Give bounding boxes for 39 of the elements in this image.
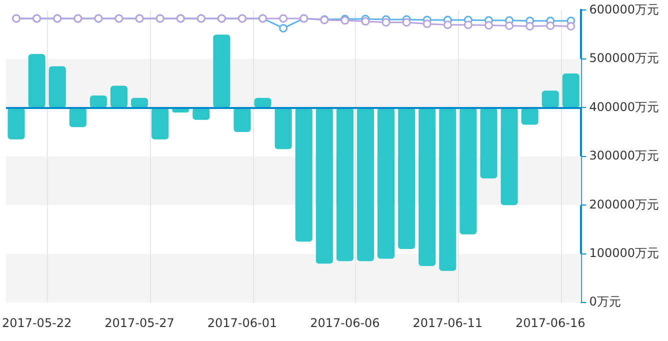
- y2-tick-label: 100000万元: [589, 246, 660, 260]
- bar: [90, 95, 107, 108]
- bar: [234, 108, 251, 132]
- bar: [480, 108, 498, 178]
- y2-tick-label: 200000万元: [589, 197, 660, 212]
- y2-tick-label: 0万元: [589, 294, 621, 309]
- bar: [48, 66, 66, 108]
- x-tick-label: 2017-05-27: [104, 316, 174, 330]
- bar: [316, 108, 333, 264]
- bar: [418, 108, 436, 266]
- bar: [28, 54, 46, 108]
- x-tick-label: 2017-06-01: [207, 316, 278, 330]
- bar: [8, 108, 25, 140]
- y2-tick-label: 400000万元: [589, 100, 660, 114]
- bar: [356, 108, 374, 262]
- x-tick-label: 2017-05-22: [2, 316, 72, 330]
- bar: [152, 108, 169, 140]
- x-tick-label: 2017-06-06: [310, 316, 380, 330]
- bar: [295, 108, 312, 242]
- bar: [336, 108, 354, 262]
- bar: [110, 86, 128, 108]
- y2-tick-label: 500000万元: [589, 51, 660, 66]
- x-tick-label: 2017-06-11: [412, 316, 483, 330]
- y2-tick-label: 300000万元: [589, 148, 660, 163]
- bar: [521, 108, 538, 125]
- y2-tick-label: 600000万元: [589, 2, 660, 16]
- bar: [69, 108, 86, 128]
- bar: [460, 108, 477, 234]
- bar: [378, 108, 395, 259]
- bar: [131, 98, 148, 108]
- bar: [562, 74, 580, 108]
- bar: [542, 90, 559, 108]
- bar: [254, 98, 272, 108]
- bar: [500, 108, 518, 206]
- bar: [274, 108, 292, 150]
- bar: [213, 34, 230, 108]
- bar: [398, 108, 416, 249]
- x-tick-label: 2017-06-16: [516, 316, 586, 330]
- bar: [439, 108, 456, 271]
